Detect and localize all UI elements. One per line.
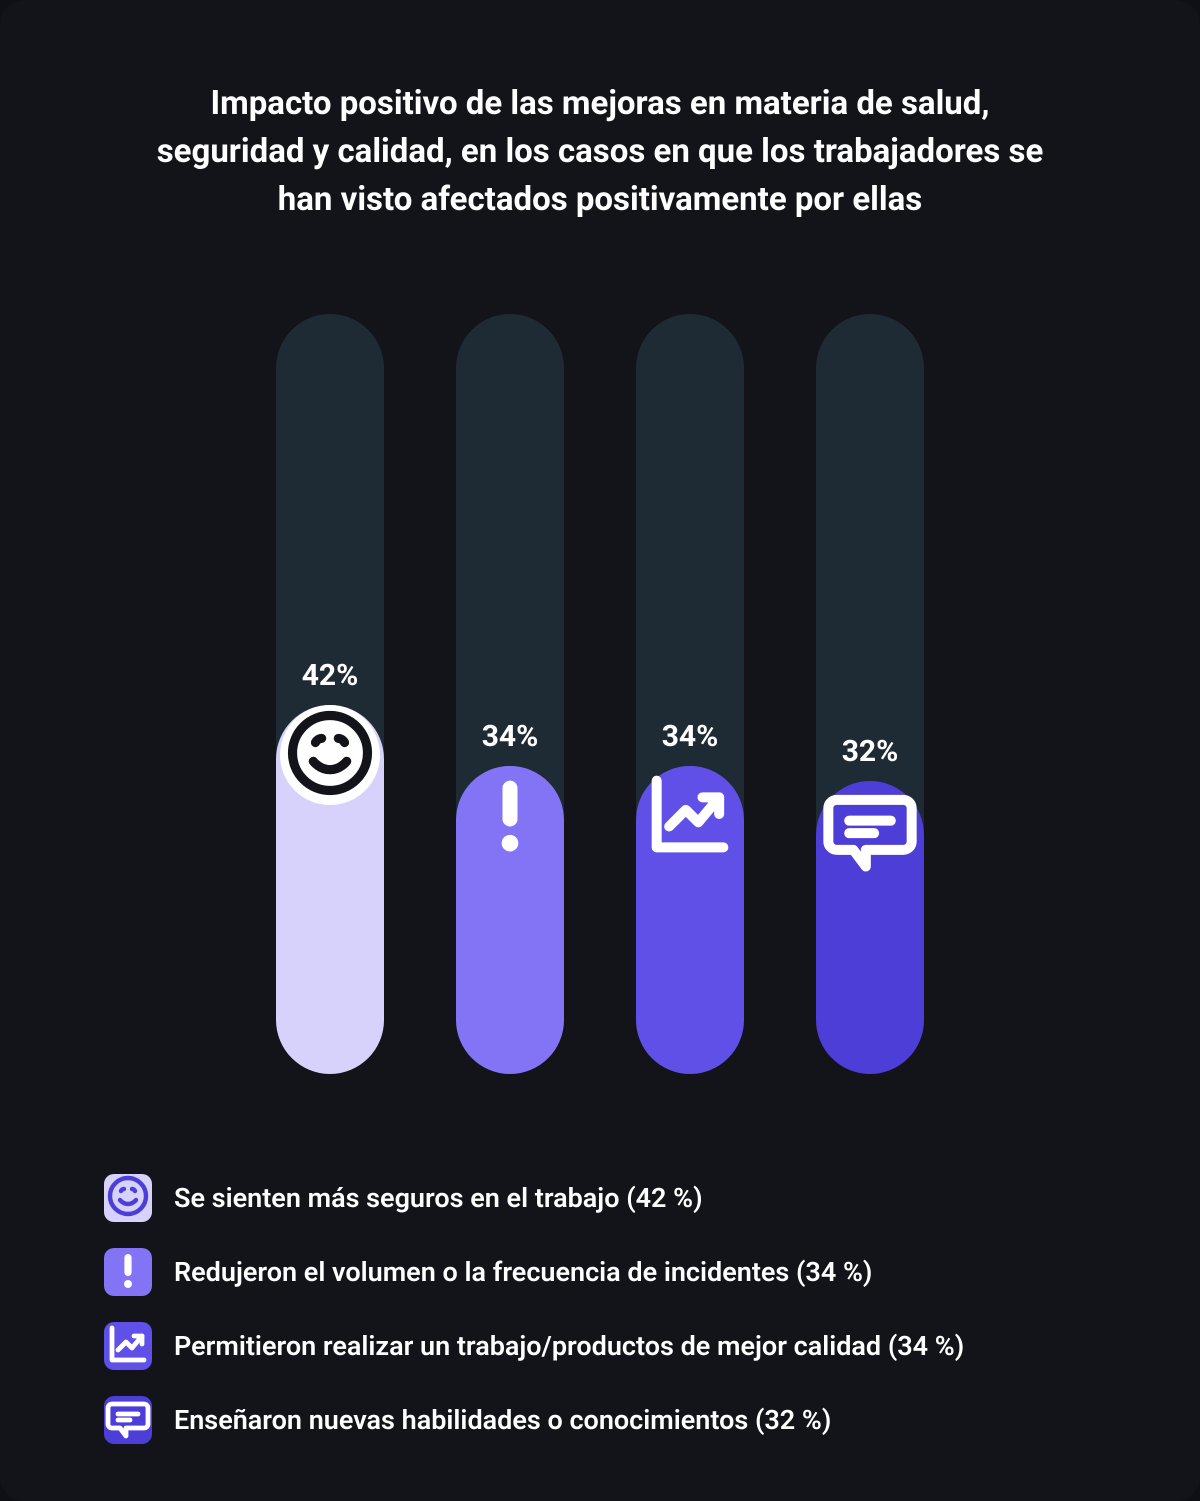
bar-knob bbox=[640, 766, 740, 866]
legend-item-reduced-incidents: Redujeron el volumen o la frecuencia de … bbox=[104, 1248, 1100, 1296]
legend-label: Permitieron realizar un trabajo/producto… bbox=[174, 1330, 964, 1362]
trend-icon bbox=[104, 1320, 152, 1372]
chart-area: 42% 34% 34% 32% bbox=[100, 314, 1100, 1074]
bar-percent-label: 34% bbox=[482, 719, 539, 754]
bar-reduced-incidents: 34% bbox=[456, 314, 564, 1074]
message-icon bbox=[820, 779, 920, 883]
exclamation-icon bbox=[104, 1246, 152, 1298]
bar-percent-label: 34% bbox=[662, 719, 719, 754]
legend-item-better-quality: Permitieron realizar un trabajo/producto… bbox=[104, 1322, 1100, 1370]
legend-label: Redujeron el volumen o la frecuencia de … bbox=[174, 1256, 872, 1288]
message-icon bbox=[104, 1394, 152, 1446]
legend-label: Enseñaron nuevas habilidades o conocimie… bbox=[174, 1404, 831, 1436]
legend-icon-box bbox=[104, 1396, 152, 1444]
bar-knob bbox=[280, 705, 380, 805]
bar-feel-safer: 42% bbox=[276, 314, 384, 1074]
infographic-card: Impacto positivo de las mejoras en mater… bbox=[0, 0, 1200, 1501]
legend-icon-box bbox=[104, 1248, 152, 1296]
legend-item-feel-safer: Se sienten más seguros en el trabajo (42… bbox=[104, 1174, 1100, 1222]
legend-icon-box bbox=[104, 1322, 152, 1370]
legend-item-new-skills: Enseñaron nuevas habilidades o conocimie… bbox=[104, 1396, 1100, 1444]
exclamation-icon bbox=[460, 764, 560, 868]
legend-label: Se sienten más seguros en el trabajo (42… bbox=[174, 1182, 703, 1214]
chart-title: Impacto positivo de las mejoras en mater… bbox=[100, 80, 1100, 224]
trend-icon bbox=[640, 764, 740, 868]
bar-new-skills: 32% bbox=[816, 314, 924, 1074]
bar-knob bbox=[820, 781, 920, 881]
smile-icon bbox=[280, 703, 380, 807]
bar-knob bbox=[460, 766, 560, 866]
bar-better-quality: 34% bbox=[636, 314, 744, 1074]
bar-percent-label: 42% bbox=[302, 658, 359, 693]
legend: Se sienten más seguros en el trabajo (42… bbox=[100, 1174, 1100, 1444]
bar-percent-label: 32% bbox=[842, 734, 899, 769]
smile-icon bbox=[104, 1172, 152, 1224]
legend-icon-box bbox=[104, 1174, 152, 1222]
